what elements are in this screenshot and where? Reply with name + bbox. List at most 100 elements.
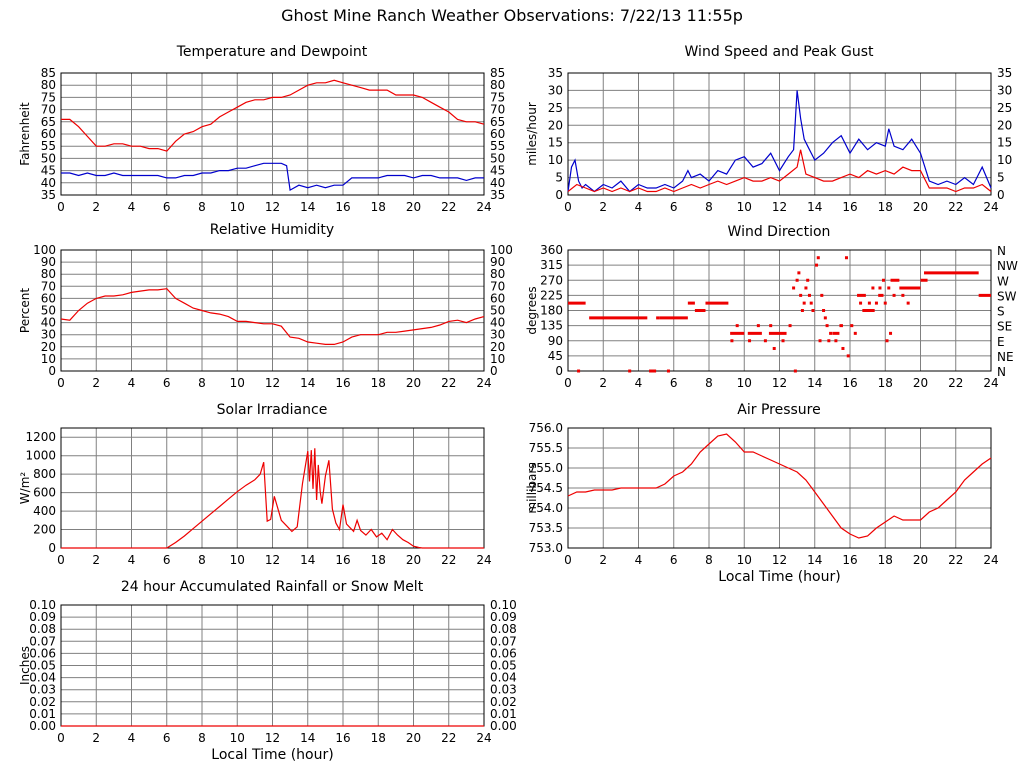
x-tick-label: 4: [128, 376, 136, 390]
x-tick-label: 10: [230, 200, 245, 214]
y-tick-label: 600: [33, 486, 56, 500]
x-tick-label: 8: [198, 200, 206, 214]
y-tick-label: 1200: [25, 430, 56, 444]
y-tick-label-right: 30: [997, 83, 1012, 97]
x-tick-label: 4: [635, 200, 643, 214]
wind-direction-point: [829, 331, 833, 335]
x-tick-label: 22: [441, 200, 456, 214]
y-axis-label: Inches: [18, 646, 32, 685]
y-tick-label-right: 35: [490, 188, 505, 202]
solar-chart-title: Solar Irradiance: [216, 402, 328, 418]
pressure-chart: 0 2 4 6 8 10 12 14 16 18 20 22 24753.0753.5754.0754.…: [525, 421, 999, 585]
x-tick-label: 0: [57, 553, 65, 567]
x-tick-label: 24: [476, 553, 491, 567]
y-tick-label: 1000: [25, 449, 56, 463]
wind-speed-series-red-line: [567, 149, 992, 193]
y-tick-label-right: 80: [490, 78, 505, 92]
wind-direction-point: [748, 339, 752, 343]
x-tick-label: 6: [163, 553, 171, 567]
compass-label: SW: [997, 289, 1017, 303]
y-tick-label: 50: [41, 151, 56, 165]
wind-direction-chart: 0 2 4 6 8 10 12 14 16 18 20 22 240459013518022527031…: [525, 243, 1018, 390]
wind-direction-point: [730, 339, 734, 343]
y-tick-label: 180: [540, 304, 563, 318]
x-tick-label: 14: [300, 731, 315, 745]
y-tick-label-right: 20: [490, 340, 505, 354]
y-tick-label-right: 0.08: [490, 622, 517, 636]
x-tick-label: 18: [371, 731, 386, 745]
wind-direction-point: [809, 301, 813, 305]
x-axis-label: Local Time (hour): [718, 569, 840, 585]
wind-direction-point: [867, 301, 871, 305]
wind-direction-point: [800, 309, 804, 312]
x-tick-label: 10: [230, 731, 245, 745]
y-tick-label: 753.0: [529, 541, 563, 555]
y-tick-label-right: 50: [490, 151, 505, 165]
wind-direction-point: [825, 324, 829, 328]
y-tick-label: 200: [33, 523, 56, 537]
wind-direction-point: [841, 346, 845, 350]
x-tick-label: 6: [670, 553, 678, 567]
x-tick-label: 4: [128, 553, 136, 567]
y-axis-label: W/m²: [18, 472, 32, 505]
plot-frame: [567, 72, 992, 196]
wind-direction-point: [806, 278, 810, 282]
x-tick-label: 4: [128, 200, 136, 214]
x-tick-label: 0: [57, 376, 65, 390]
y-tick-label: 0: [48, 364, 56, 378]
x-tick-label: 6: [163, 376, 171, 390]
x-tick-label: 12: [265, 376, 280, 390]
x-tick-label: 8: [198, 553, 206, 567]
x-tick-label: 10: [737, 200, 752, 214]
wind-direction-point: [628, 369, 632, 373]
x-tick-label: 24: [983, 376, 998, 390]
temperature-series-red-line: [61, 79, 485, 152]
y-tick-label: 55: [41, 139, 56, 153]
wind-direction-point: [815, 263, 819, 267]
wind-direction-point: [797, 271, 801, 275]
y-tick-label: 25: [548, 101, 563, 115]
x-tick-label: 20: [913, 376, 928, 390]
y-tick-label: 0.01: [29, 707, 56, 721]
y-tick-label: 90: [548, 334, 563, 348]
x-tick-label: 20: [406, 200, 421, 214]
y-tick-label-right: 0: [490, 364, 498, 378]
y-tick-label-right: 10: [997, 153, 1012, 167]
y-tick-label: 60: [41, 127, 56, 141]
y-tick-label: 0.04: [29, 671, 56, 685]
y-tick-label-right: 30: [490, 328, 505, 342]
humidity-chart-title: Relative Humidity: [209, 222, 335, 238]
x-tick-label: 24: [476, 376, 491, 390]
y-tick-label: 30: [548, 83, 563, 97]
rainfall-chart: 0 2 4 6 8 10 12 14 16 18 20 22 240.00 0.000.01 0.010.0…: [18, 598, 517, 763]
x-tick-label: 22: [948, 553, 963, 567]
y-tick-label: 0.00: [29, 719, 56, 733]
x-tick-label: 16: [335, 731, 350, 745]
y-tick-label-right: 0.06: [490, 646, 517, 660]
compass-label: NE: [997, 350, 1014, 364]
y-tick-label-right: 0.02: [490, 695, 517, 709]
x-tick-label: 2: [92, 731, 100, 745]
y-tick-label-right: 0.07: [490, 634, 517, 648]
x-tick-label: 2: [92, 553, 100, 567]
wind-direction-point: [763, 339, 767, 343]
page-title: Ghost Mine Ranch Weather Observations: 7…: [281, 6, 743, 25]
plot-frame: [567, 427, 992, 549]
y-tick-label: 360: [540, 243, 563, 257]
y-axis-label: Fahrenheit: [18, 102, 32, 166]
y-tick-label-right: 25: [997, 101, 1012, 115]
compass-label: SE: [997, 320, 1012, 334]
y-tick-label-right: 70: [490, 279, 505, 293]
x-tick-label: 12: [772, 376, 787, 390]
wind-direction-point: [822, 309, 826, 312]
y-tick-label-right: 45: [490, 164, 505, 178]
y-tick-label-right: 40: [490, 316, 505, 330]
compass-label: E: [997, 335, 1005, 349]
x-tick-label: 8: [705, 376, 713, 390]
pressure-chart-title: Air Pressure: [737, 402, 821, 418]
y-tick-label: 315: [540, 258, 563, 272]
wind-direction-point: [756, 324, 760, 328]
y-tick-label: 20: [41, 340, 56, 354]
solar-chart: 0 2 4 6 8 10 12 14 16 18 20 22 240200400600800100012…: [18, 427, 492, 567]
